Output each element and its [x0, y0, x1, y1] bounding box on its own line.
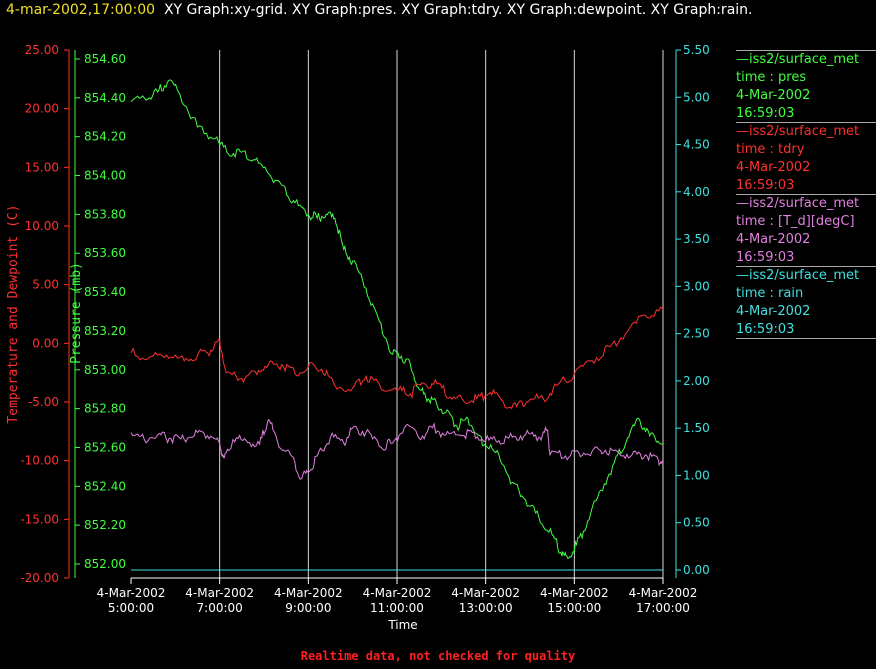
graph-title-bar: 4-mar-2002,17:00:00 XY Graph:xy-grid. XY… [6, 2, 752, 18]
pres-tick-label: 854.40 [84, 91, 126, 105]
x-tick-time: 5:00:00 [108, 601, 154, 615]
temp-tick-label: -10.00 [20, 454, 59, 468]
temp-tick-label: 5.00 [32, 278, 59, 292]
timestamp-label: 4-mar-2002,17:00:00 [6, 2, 156, 18]
x-tick-date: 4-Mar-2002 [274, 586, 343, 600]
temp-tick-label: 10.00 [25, 219, 59, 233]
rain-tick-label: 4.00 [683, 185, 710, 199]
pres-tick-label: 852.80 [84, 402, 126, 416]
pres-tick-label: 852.60 [84, 440, 126, 454]
pres-tick-label: 854.20 [84, 130, 126, 144]
x-tick-date: 4-Mar-2002 [97, 586, 166, 600]
legend-title: —iss2/surface_met [736, 124, 860, 139]
legend-divider [736, 266, 876, 267]
axis-labels: 4-Mar-20025:00:004-Mar-20027:00:004-Mar-… [6, 43, 710, 632]
x-tick-time: 7:00:00 [197, 601, 243, 615]
rain-tick-label: 5.00 [683, 90, 710, 104]
rain-tick-label: 3.50 [683, 232, 710, 246]
pres-tick-label: 853.20 [84, 324, 126, 338]
pres-tick-label: 852.40 [84, 479, 126, 493]
pres-tick-label: 853.00 [84, 363, 126, 377]
temp-tick-label: 15.00 [25, 160, 59, 174]
legend-time: 16:59:03 [736, 106, 795, 121]
pres-tick-label: 854.00 [84, 169, 126, 183]
temp-tick-label: -15.00 [20, 512, 59, 526]
rain-tick-label: 0.00 [683, 563, 710, 577]
x-tick-time: 15:00:00 [547, 601, 601, 615]
temp-tick-label: -5.00 [28, 395, 59, 409]
legend-time: 16:59:03 [736, 322, 795, 337]
x-tick-date: 4-Mar-2002 [363, 586, 432, 600]
rain-tick-label: 3.00 [683, 279, 710, 293]
rain-tick-label: 2.00 [683, 374, 710, 388]
legend-time: 16:59:03 [736, 178, 795, 193]
x-tick-date: 4-Mar-2002 [629, 586, 698, 600]
legend-divider [736, 122, 876, 123]
axes [64, 49, 681, 584]
x-tick-date: 4-Mar-2002 [451, 586, 520, 600]
temp-tick-label: 20.00 [25, 102, 59, 116]
series-line-pres-0 [130, 79, 664, 559]
x-tick-time: 13:00:00 [459, 601, 513, 615]
temp-tick-label: 25.00 [25, 43, 59, 57]
x-tick-time: 9:00:00 [285, 601, 331, 615]
rain-tick-label: 4.50 [683, 138, 710, 152]
rain-tick-label: 1.00 [683, 468, 710, 482]
legend-time: 16:59:03 [736, 250, 795, 265]
rain-tick-label: 0.50 [683, 516, 710, 530]
pres-axis-label: Pressure (mb) [69, 262, 84, 364]
graph-list-label: XY Graph:xy-grid. XY Graph:pres. XY Grap… [163, 2, 753, 18]
temp-tick-label: -20.00 [20, 571, 59, 585]
x-tick-date: 4-Mar-2002 [540, 586, 609, 600]
x-tick-time: 17:00:00 [636, 601, 690, 615]
legend-date: 4-Mar-2002 [736, 88, 811, 103]
pres-tick-label: 853.40 [84, 285, 126, 299]
temp-axis-label: Temperature and Dewpoint (C) [6, 204, 21, 423]
series-line-temp-1 [130, 306, 664, 410]
legend-date: 4-Mar-2002 [736, 232, 811, 247]
legend-divider [736, 194, 876, 195]
legend-variable: time : pres [736, 70, 807, 85]
legend-title: —iss2/surface_met [736, 196, 860, 211]
x-tick-time: 11:00:00 [370, 601, 424, 615]
rain-tick-label: 1.50 [683, 421, 710, 435]
legend-title: —iss2/surface_met [736, 52, 860, 67]
rain-tick-label: 2.50 [683, 327, 710, 341]
legend-title: —iss2/surface_met [736, 268, 860, 283]
legend-date: 4-Mar-2002 [736, 160, 811, 175]
legend-date: 4-Mar-2002 [736, 304, 811, 319]
pres-tick-label: 854.60 [84, 52, 126, 66]
series-line-temp-2 [130, 418, 664, 481]
x-tick-date: 4-Mar-2002 [185, 586, 254, 600]
quality-footer: Realtime data, not checked for quality [300, 649, 576, 663]
pres-tick-label: 853.60 [84, 246, 126, 260]
series-layer [130, 79, 664, 571]
legend-variable: time : rain [736, 286, 804, 301]
legend-bottom-divider [736, 338, 876, 339]
pres-tick-label: 852.20 [84, 518, 126, 532]
rain-tick-label: 5.50 [683, 43, 710, 57]
x-axis-label: Time [387, 618, 417, 632]
legend-variable: time : [T_d][degC] [736, 214, 855, 229]
legend-divider [736, 50, 876, 51]
x-grid [219, 50, 664, 578]
pres-tick-label: 853.80 [84, 207, 126, 221]
legend-variable: time : tdry [736, 142, 805, 157]
temp-tick-label: 0.00 [32, 336, 59, 350]
pres-tick-label: 852.00 [84, 557, 126, 571]
